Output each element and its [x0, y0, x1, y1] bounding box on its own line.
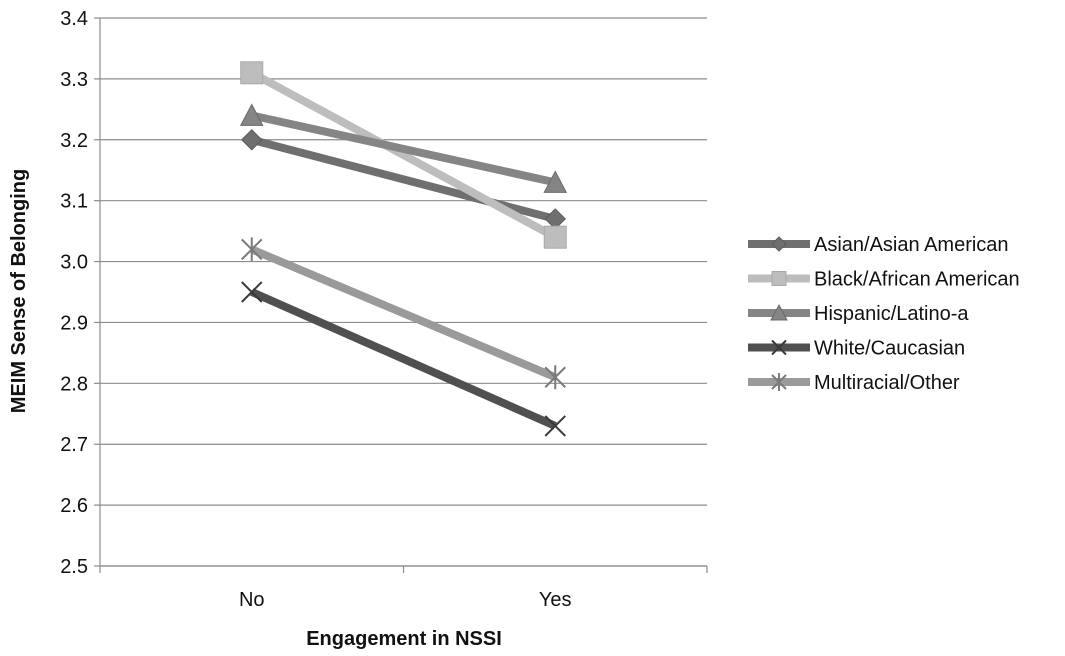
data-point	[240, 61, 264, 85]
series	[240, 61, 567, 249]
y-tick-label: 2.9	[60, 312, 88, 334]
data-point	[241, 237, 263, 262]
legend-entry: Multiracial/Other	[748, 372, 960, 394]
y-tick-label: 2.7	[60, 434, 88, 456]
x-tick-label: Yes	[539, 589, 572, 611]
legend-entry: Hispanic/Latino-a	[748, 303, 969, 325]
legend-entry: White/Caucasian	[748, 338, 965, 360]
y-tick-label: 3.1	[60, 191, 88, 213]
series-line	[250, 288, 557, 430]
legend-entry: Black/African American	[748, 269, 1020, 291]
y-tick-label: 3.0	[60, 252, 88, 274]
series-line	[250, 111, 557, 187]
legend-label: White/Caucasian	[814, 338, 965, 360]
legend: Asian/Asian American Black/African Americ…	[748, 234, 1020, 394]
series	[239, 103, 568, 193]
x-axis-title: Engagement in NSSI	[306, 628, 502, 650]
data-point	[544, 365, 566, 390]
legend-marker	[771, 236, 787, 252]
legend-label: Hispanic/Latino-a	[814, 303, 969, 325]
series-line	[249, 69, 558, 241]
data-point	[241, 281, 263, 303]
legend-marker	[771, 271, 787, 286]
legend-marker	[771, 339, 787, 356]
y-tick-label: 2.8	[60, 373, 88, 395]
legend-marker	[770, 303, 788, 321]
y-tick-label: 2.6	[60, 495, 88, 517]
data-point	[543, 170, 568, 193]
y-tick-label: 2.5	[60, 556, 88, 578]
legend-entry: Asian/Asian American	[748, 234, 1009, 256]
series	[241, 237, 566, 390]
y-tick-label: 3.2	[60, 130, 88, 152]
data-point	[544, 415, 566, 437]
data-point	[543, 225, 567, 249]
y-tick-label: 3.4	[60, 8, 88, 30]
legend-label: Asian/Asian American	[814, 234, 1009, 256]
y-tick-label: 3.3	[60, 69, 88, 91]
legend-marker	[771, 373, 787, 391]
series	[241, 281, 566, 437]
legend-label: Multiracial/Other	[814, 372, 960, 394]
gridlines	[100, 17, 707, 567]
data-point	[239, 103, 264, 126]
series-group	[239, 61, 568, 437]
axes: 2.5 2.6 2.7 2.8 2.9 3.0 3.1 3.2 3.3 3.4 No Yes	[60, 8, 708, 611]
series-line	[250, 245, 557, 381]
y-axis-title: MEIM Sense of Belonging	[8, 169, 30, 413]
x-tick-label: No	[239, 589, 265, 611]
legend-label: Black/African American	[814, 269, 1020, 291]
data-point	[241, 129, 263, 151]
